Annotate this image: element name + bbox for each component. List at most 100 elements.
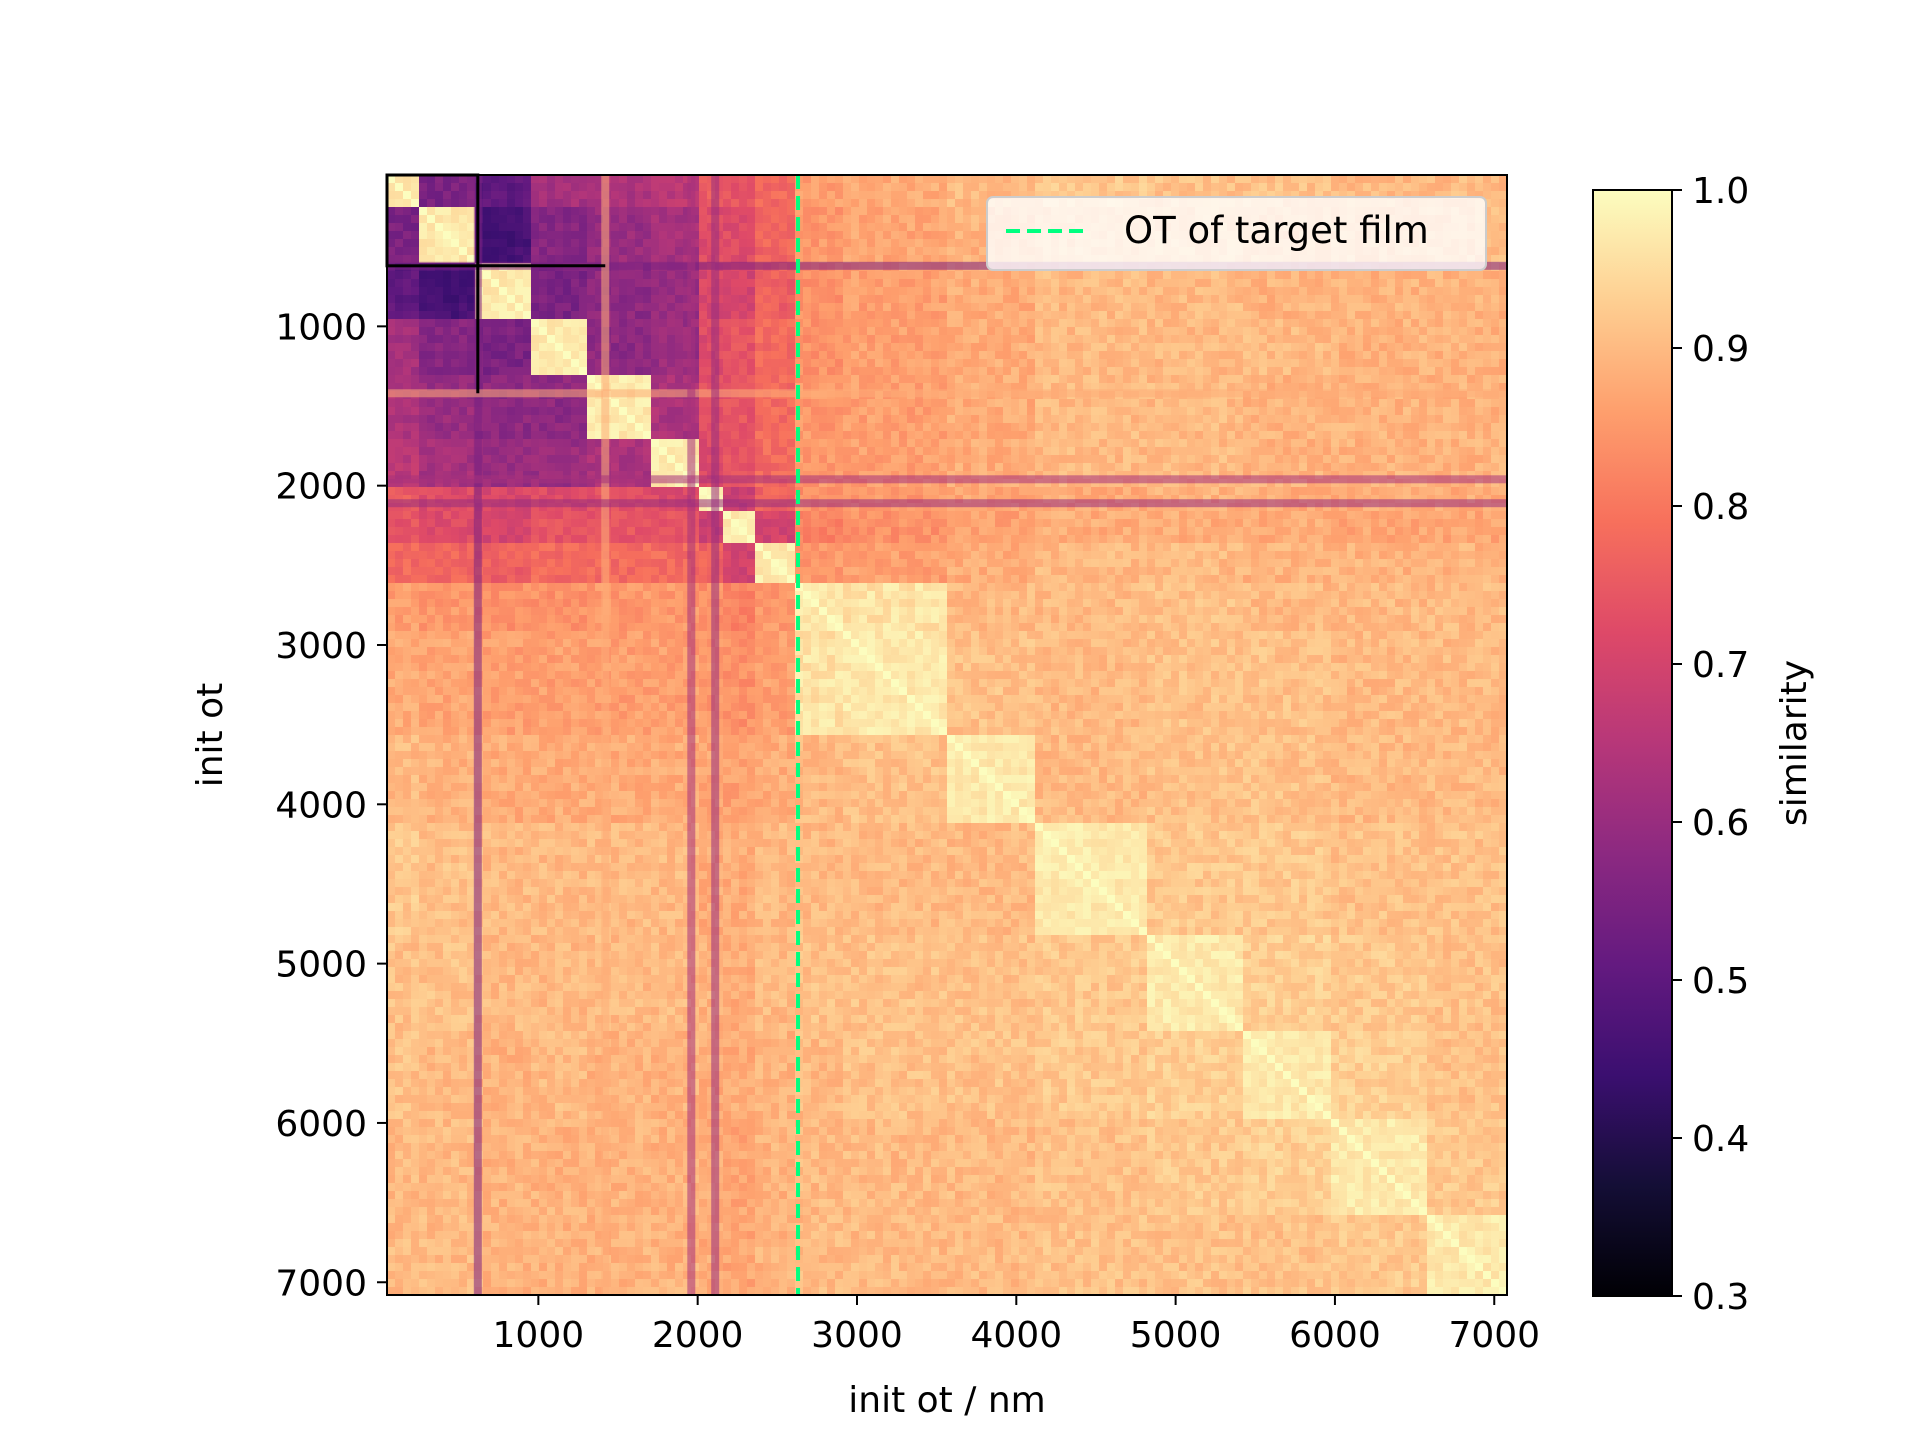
heatmap-cell (1451, 367, 1460, 376)
heatmap-cell (1339, 319, 1348, 328)
heatmap-cell (667, 239, 676, 248)
heatmap-cell (971, 375, 980, 384)
heatmap-cell (1051, 303, 1060, 312)
heatmap-cell (459, 247, 468, 256)
heatmap-cell (1427, 175, 1436, 184)
heatmap-cell (1059, 359, 1068, 368)
heatmap-cell (571, 439, 580, 448)
heatmap-cell (763, 431, 772, 440)
heatmap-cell (1035, 439, 1044, 448)
heatmap-cell (771, 295, 780, 304)
heatmap-cell (1091, 359, 1100, 368)
heatmap-cell (643, 319, 652, 328)
heatmap-cell (1179, 271, 1188, 280)
heatmap-cell (1179, 319, 1188, 328)
heatmap-cell (419, 215, 428, 224)
heatmap-cell (747, 207, 756, 216)
heatmap-cell (387, 231, 396, 240)
heatmap-cell (523, 375, 532, 384)
heatmap-cell (1123, 327, 1132, 336)
heatmap-cell (451, 287, 460, 296)
heatmap-cell (1195, 439, 1204, 448)
heatmap-cell (931, 431, 940, 440)
heatmap-cell (1011, 303, 1020, 312)
heatmap-cell (523, 191, 532, 200)
heatmap-cell (467, 183, 476, 192)
heatmap-cell (1355, 367, 1364, 376)
heatmap-cell (1363, 359, 1372, 368)
heatmap-cell (1011, 311, 1020, 320)
heatmap-cell (915, 367, 924, 376)
heatmap-cell (1235, 183, 1244, 192)
heatmap-cell (1483, 431, 1492, 440)
heatmap-cell (915, 351, 924, 360)
heatmap-cell (451, 191, 460, 200)
heatmap-cell (1195, 175, 1204, 184)
heatmap-cell (1203, 439, 1212, 448)
heatmap-cell (963, 231, 972, 240)
heatmap-cell (1139, 279, 1148, 288)
heatmap-cell (403, 431, 412, 440)
heatmap-cell (747, 215, 756, 224)
heatmap-cell (899, 183, 908, 192)
heatmap-cell (1499, 287, 1507, 296)
heatmap-cell (779, 239, 788, 248)
heatmap-cell (819, 383, 828, 392)
heatmap-cell (947, 255, 956, 264)
heatmap-cell (803, 431, 812, 440)
heatmap-cell (1299, 367, 1308, 376)
heatmap-cell (1307, 351, 1316, 360)
heatmap-cell (755, 311, 764, 320)
heatmap-cell (771, 439, 780, 448)
heatmap-cell (1283, 327, 1292, 336)
heatmap-cell (1123, 431, 1132, 440)
heatmap-cell (387, 359, 396, 368)
heatmap-cell (787, 327, 796, 336)
heatmap-cell (755, 359, 764, 368)
heatmap-cell (891, 183, 900, 192)
heatmap-cell (883, 399, 892, 408)
heatmap-cell (1475, 335, 1484, 344)
heatmap-cell (835, 183, 844, 192)
heatmap-cell (387, 407, 396, 416)
heatmap-cell (1211, 375, 1220, 384)
heatmap-cell (1059, 439, 1068, 448)
heatmap-cell (555, 183, 564, 192)
heatmap-cell (547, 335, 556, 344)
heatmap-cell (571, 183, 580, 192)
heatmap-cell (843, 423, 852, 432)
heatmap-cell (1235, 407, 1244, 416)
heatmap-cell (643, 303, 652, 312)
heatmap-cell (635, 271, 644, 280)
heatmap-cell (387, 327, 396, 336)
heatmap-cell (395, 175, 404, 184)
heatmap-cell (1339, 295, 1348, 304)
heatmap-cell (1131, 183, 1140, 192)
heatmap-cell (987, 407, 996, 416)
heatmap-cell (1139, 375, 1148, 384)
heatmap-cell (971, 439, 980, 448)
heatmap-cell (955, 359, 964, 368)
heatmap-cell (499, 279, 508, 288)
heatmap-cell (1131, 351, 1140, 360)
heatmap-cell (483, 439, 492, 448)
heatmap-cell (1075, 351, 1084, 360)
heatmap-cell (771, 367, 780, 376)
heatmap-cell (723, 343, 732, 352)
heatmap-cell (659, 335, 668, 344)
heatmap-cell (1451, 439, 1460, 448)
heatmap-cell (1499, 335, 1507, 344)
heatmap-cell (867, 287, 876, 296)
heatmap-cell (1051, 415, 1060, 424)
heatmap-cell (675, 271, 684, 280)
heatmap-cell (1051, 359, 1060, 368)
heatmap-cell (467, 223, 476, 232)
heatmap-cell (1115, 351, 1124, 360)
heatmap-cell (931, 447, 940, 456)
heatmap-cell (691, 295, 700, 304)
heatmap-cell (787, 191, 796, 200)
heatmap-cell (1179, 175, 1188, 184)
heatmap-cell (1123, 343, 1132, 352)
heatmap-cell (579, 199, 588, 208)
heatmap-cell (755, 415, 764, 424)
